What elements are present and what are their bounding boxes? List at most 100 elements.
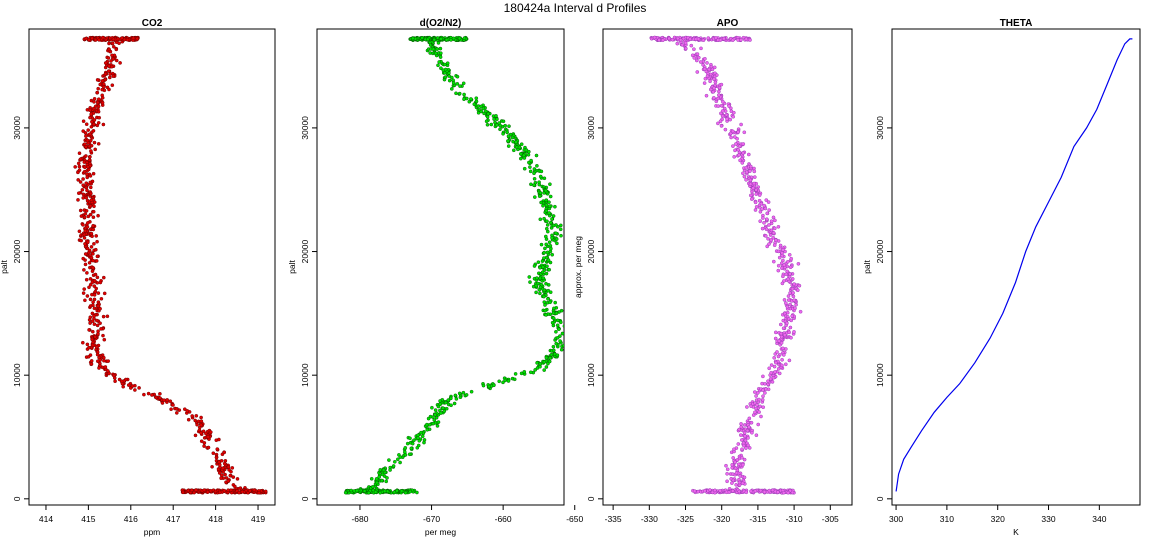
data-point: [485, 123, 490, 127]
data-point: [784, 347, 788, 351]
data-point: [77, 168, 82, 172]
data-point: [90, 337, 94, 342]
data-point: [696, 489, 700, 494]
data-point: [538, 364, 542, 369]
data-point: [773, 336, 778, 341]
data-point: [81, 119, 86, 123]
data-layer: [895, 38, 1133, 492]
data-point: [772, 259, 776, 264]
data-point: [222, 488, 227, 493]
data-point: [554, 237, 559, 241]
data-point: [731, 129, 735, 134]
data-point: [491, 383, 496, 388]
data-point: [776, 354, 781, 359]
data-point: [438, 55, 443, 59]
data-point: [102, 85, 106, 89]
data-point: [438, 51, 443, 56]
y-tick-label: 0: [300, 496, 310, 501]
data-point: [133, 388, 137, 392]
data-point: [77, 164, 82, 169]
data-point: [733, 148, 737, 153]
data-point: [740, 438, 744, 442]
data-point: [782, 333, 787, 337]
data-point: [223, 472, 227, 477]
data-point: [749, 193, 753, 198]
data-point: [185, 409, 190, 413]
data-point: [534, 290, 538, 295]
data-point: [702, 67, 707, 71]
data-point: [786, 298, 791, 302]
data-point: [458, 84, 462, 88]
data-point: [409, 446, 414, 451]
data-layer: [649, 35, 803, 495]
data-point: [88, 297, 93, 302]
y-tick-label: 30000: [875, 116, 885, 140]
data-point: [102, 291, 107, 296]
data-point: [171, 403, 175, 407]
data-point: [776, 490, 780, 495]
data-point: [101, 333, 105, 338]
data-point: [735, 458, 740, 462]
data-point: [91, 300, 95, 304]
data-point: [464, 393, 469, 397]
data-point: [519, 371, 524, 376]
data-point: [398, 460, 402, 465]
data-point: [744, 170, 749, 174]
data-point: [228, 473, 233, 478]
data-point: [713, 80, 718, 85]
data-point: [442, 62, 447, 67]
data-point: [542, 294, 546, 299]
data-point: [98, 306, 102, 311]
panel-title: APO: [717, 18, 739, 29]
data-point: [766, 379, 770, 384]
data-point: [779, 334, 784, 339]
data-point: [731, 478, 736, 483]
data-point: [705, 61, 709, 65]
data-point: [202, 488, 207, 492]
data-point: [461, 81, 466, 86]
data-layer: [73, 35, 268, 495]
data-point: [734, 471, 739, 475]
data-point: [375, 480, 379, 485]
data-point: [752, 166, 756, 171]
panel-2: APO -335 -330 -325 -320 -315 -310 -305 0 10000 200…: [573, 18, 853, 524]
data-point: [553, 204, 557, 209]
data-point: [452, 401, 457, 406]
data-point: [89, 255, 94, 260]
x-tick-label: -330: [641, 514, 658, 524]
data-point: [796, 288, 800, 293]
data-point: [88, 180, 93, 185]
data-point: [774, 330, 778, 335]
data-point: [486, 111, 491, 116]
data-point: [551, 223, 556, 228]
data-point: [513, 372, 518, 376]
data-point: [89, 362, 94, 366]
data-point: [522, 166, 527, 171]
data-point: [777, 339, 782, 343]
data-point: [85, 294, 90, 298]
data-point: [737, 477, 741, 482]
data-point: [512, 377, 517, 382]
data-point: [776, 268, 781, 273]
x-tick-label: 310: [940, 514, 954, 524]
data-point: [388, 468, 392, 472]
data-point: [774, 238, 778, 242]
y-tick-label: 10000: [586, 363, 596, 387]
data-point: [102, 275, 106, 280]
data-point: [544, 313, 548, 317]
data-point: [85, 108, 90, 112]
data-point: [730, 38, 735, 43]
data-point: [752, 169, 757, 174]
data-point: [543, 303, 547, 307]
plot-frame: [28, 28, 276, 506]
x-tick-label: 415: [81, 514, 95, 524]
data-point: [193, 488, 198, 492]
data-point: [718, 488, 723, 493]
data-point: [378, 490, 383, 495]
data-point: [716, 96, 721, 101]
data-point: [408, 436, 412, 441]
data-point: [431, 421, 436, 426]
data-point: [761, 405, 766, 410]
data-point: [201, 429, 206, 434]
data-point: [702, 81, 707, 85]
